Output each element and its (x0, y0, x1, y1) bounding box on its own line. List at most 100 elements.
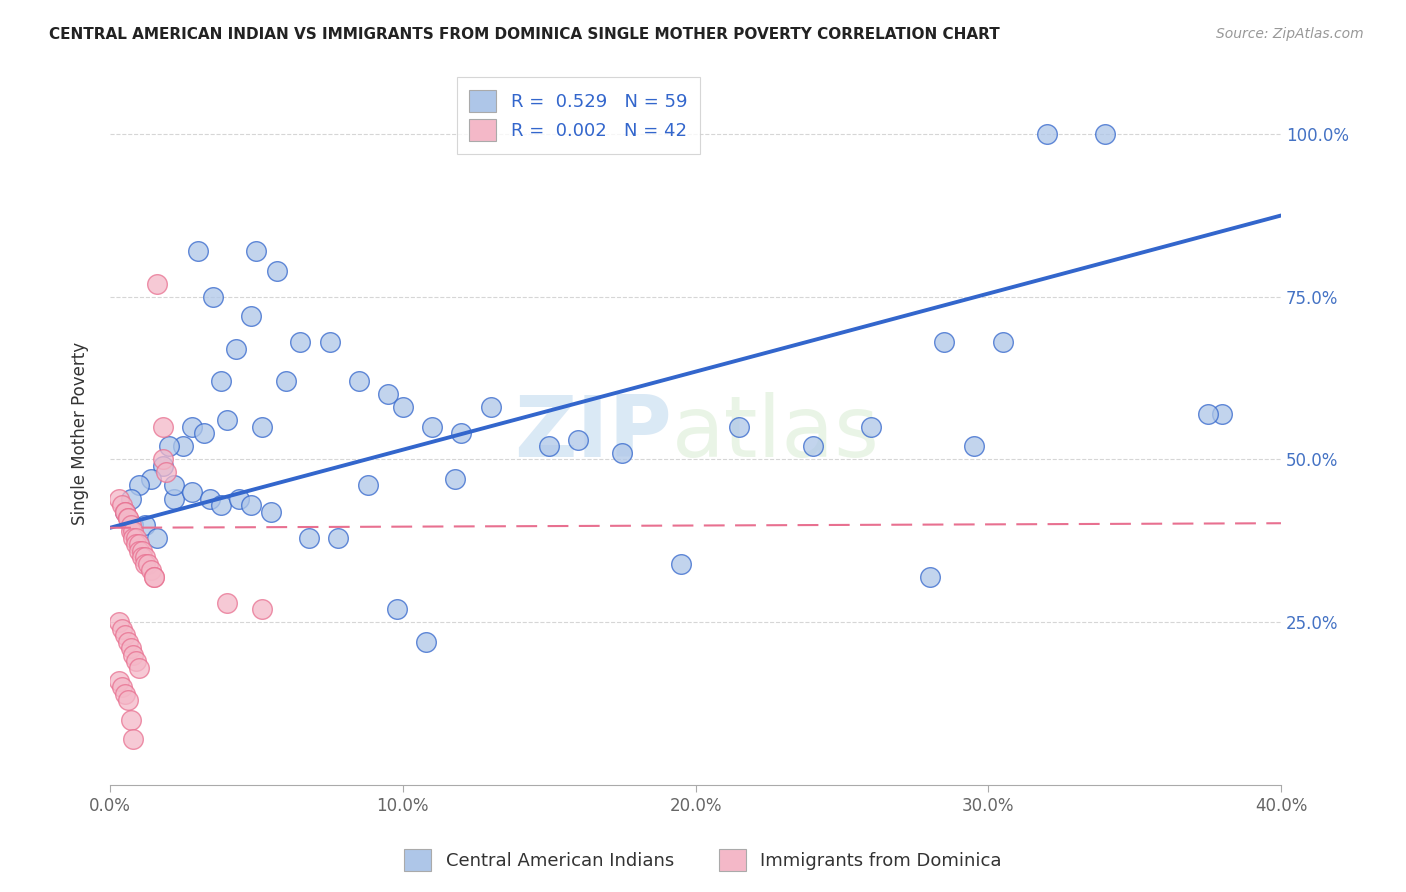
Point (252, 602, 274, 616)
Point (125, 654, 148, 668)
Point (260, 504, 283, 518)
Point (228, 491, 250, 506)
Point (143, 569, 166, 583)
Point (298, 531, 321, 545)
Point (450, 426, 472, 441)
Point (391, 401, 413, 415)
Point (181, 485, 204, 500)
Point (139, 472, 162, 486)
Point (108, 615, 131, 629)
Point (420, 420, 443, 434)
Point (274, 375, 297, 389)
Point (172, 440, 194, 454)
Point (209, 375, 232, 389)
Point (120, 491, 142, 506)
Point (152, 458, 174, 473)
Point (122, 517, 145, 532)
Point (117, 634, 139, 648)
Point (444, 472, 467, 486)
Point (122, 732, 145, 747)
Point (252, 420, 274, 434)
Point (669, 557, 692, 571)
Legend: Central American Indians, Immigrants from Dominica: Central American Indians, Immigrants fro… (396, 842, 1010, 879)
Point (1036, 127, 1059, 141)
Point (155, 466, 177, 480)
Point (111, 498, 134, 512)
Point (187, 244, 209, 259)
Point (217, 413, 239, 427)
Point (117, 511, 139, 525)
Point (128, 543, 150, 558)
Point (114, 504, 136, 518)
Point (122, 524, 145, 538)
Point (612, 446, 634, 460)
Point (328, 531, 350, 545)
Point (128, 660, 150, 674)
Text: Source: ZipAtlas.com: Source: ZipAtlas.com (1216, 27, 1364, 41)
Point (860, 420, 883, 434)
Point (567, 433, 589, 447)
Point (131, 543, 153, 558)
Point (122, 648, 145, 662)
Point (114, 687, 136, 701)
Point (120, 517, 142, 532)
Point (146, 531, 169, 545)
Point (415, 634, 437, 648)
Point (134, 557, 156, 571)
Point (120, 524, 142, 538)
Point (163, 491, 186, 506)
Point (117, 511, 139, 525)
Point (318, 335, 340, 350)
Point (385, 602, 408, 616)
Point (143, 569, 166, 583)
Point (918, 569, 941, 583)
Text: atlas: atlas (672, 392, 880, 475)
Point (801, 440, 824, 454)
Point (134, 550, 156, 565)
Point (217, 596, 239, 610)
Point (152, 420, 174, 434)
Text: CENTRAL AMERICAN INDIAN VS IMMIGRANTS FROM DOMINICA SINGLE MOTHER POVERTY CORREL: CENTRAL AMERICAN INDIAN VS IMMIGRANTS FR… (49, 27, 1000, 42)
Point (201, 290, 224, 304)
Point (128, 478, 150, 492)
Point (356, 478, 378, 492)
Point (479, 401, 502, 415)
Point (1211, 407, 1233, 421)
Point (111, 622, 134, 636)
Point (225, 342, 247, 356)
Point (152, 452, 174, 467)
Point (377, 387, 399, 401)
Point (117, 693, 139, 707)
Point (125, 531, 148, 545)
Point (239, 310, 262, 324)
Point (209, 498, 232, 512)
Point (538, 440, 561, 454)
Point (962, 440, 984, 454)
Point (991, 335, 1014, 350)
Point (122, 531, 145, 545)
Point (934, 335, 956, 350)
Point (157, 440, 180, 454)
Point (136, 557, 159, 571)
Point (108, 673, 131, 688)
Point (114, 504, 136, 518)
Point (1197, 407, 1219, 421)
Point (146, 277, 169, 291)
Point (125, 537, 148, 551)
Point (245, 244, 267, 259)
Text: ZIP: ZIP (515, 392, 672, 475)
Point (114, 628, 136, 642)
Point (134, 517, 156, 532)
Y-axis label: Single Mother Poverty: Single Mother Poverty (72, 342, 89, 525)
Point (131, 550, 153, 565)
Point (347, 375, 370, 389)
Point (181, 420, 204, 434)
Point (111, 680, 134, 694)
Point (290, 335, 312, 350)
Point (120, 641, 142, 656)
Point (728, 420, 751, 434)
Point (120, 713, 142, 727)
Point (128, 537, 150, 551)
Point (1094, 127, 1116, 141)
Point (198, 491, 221, 506)
